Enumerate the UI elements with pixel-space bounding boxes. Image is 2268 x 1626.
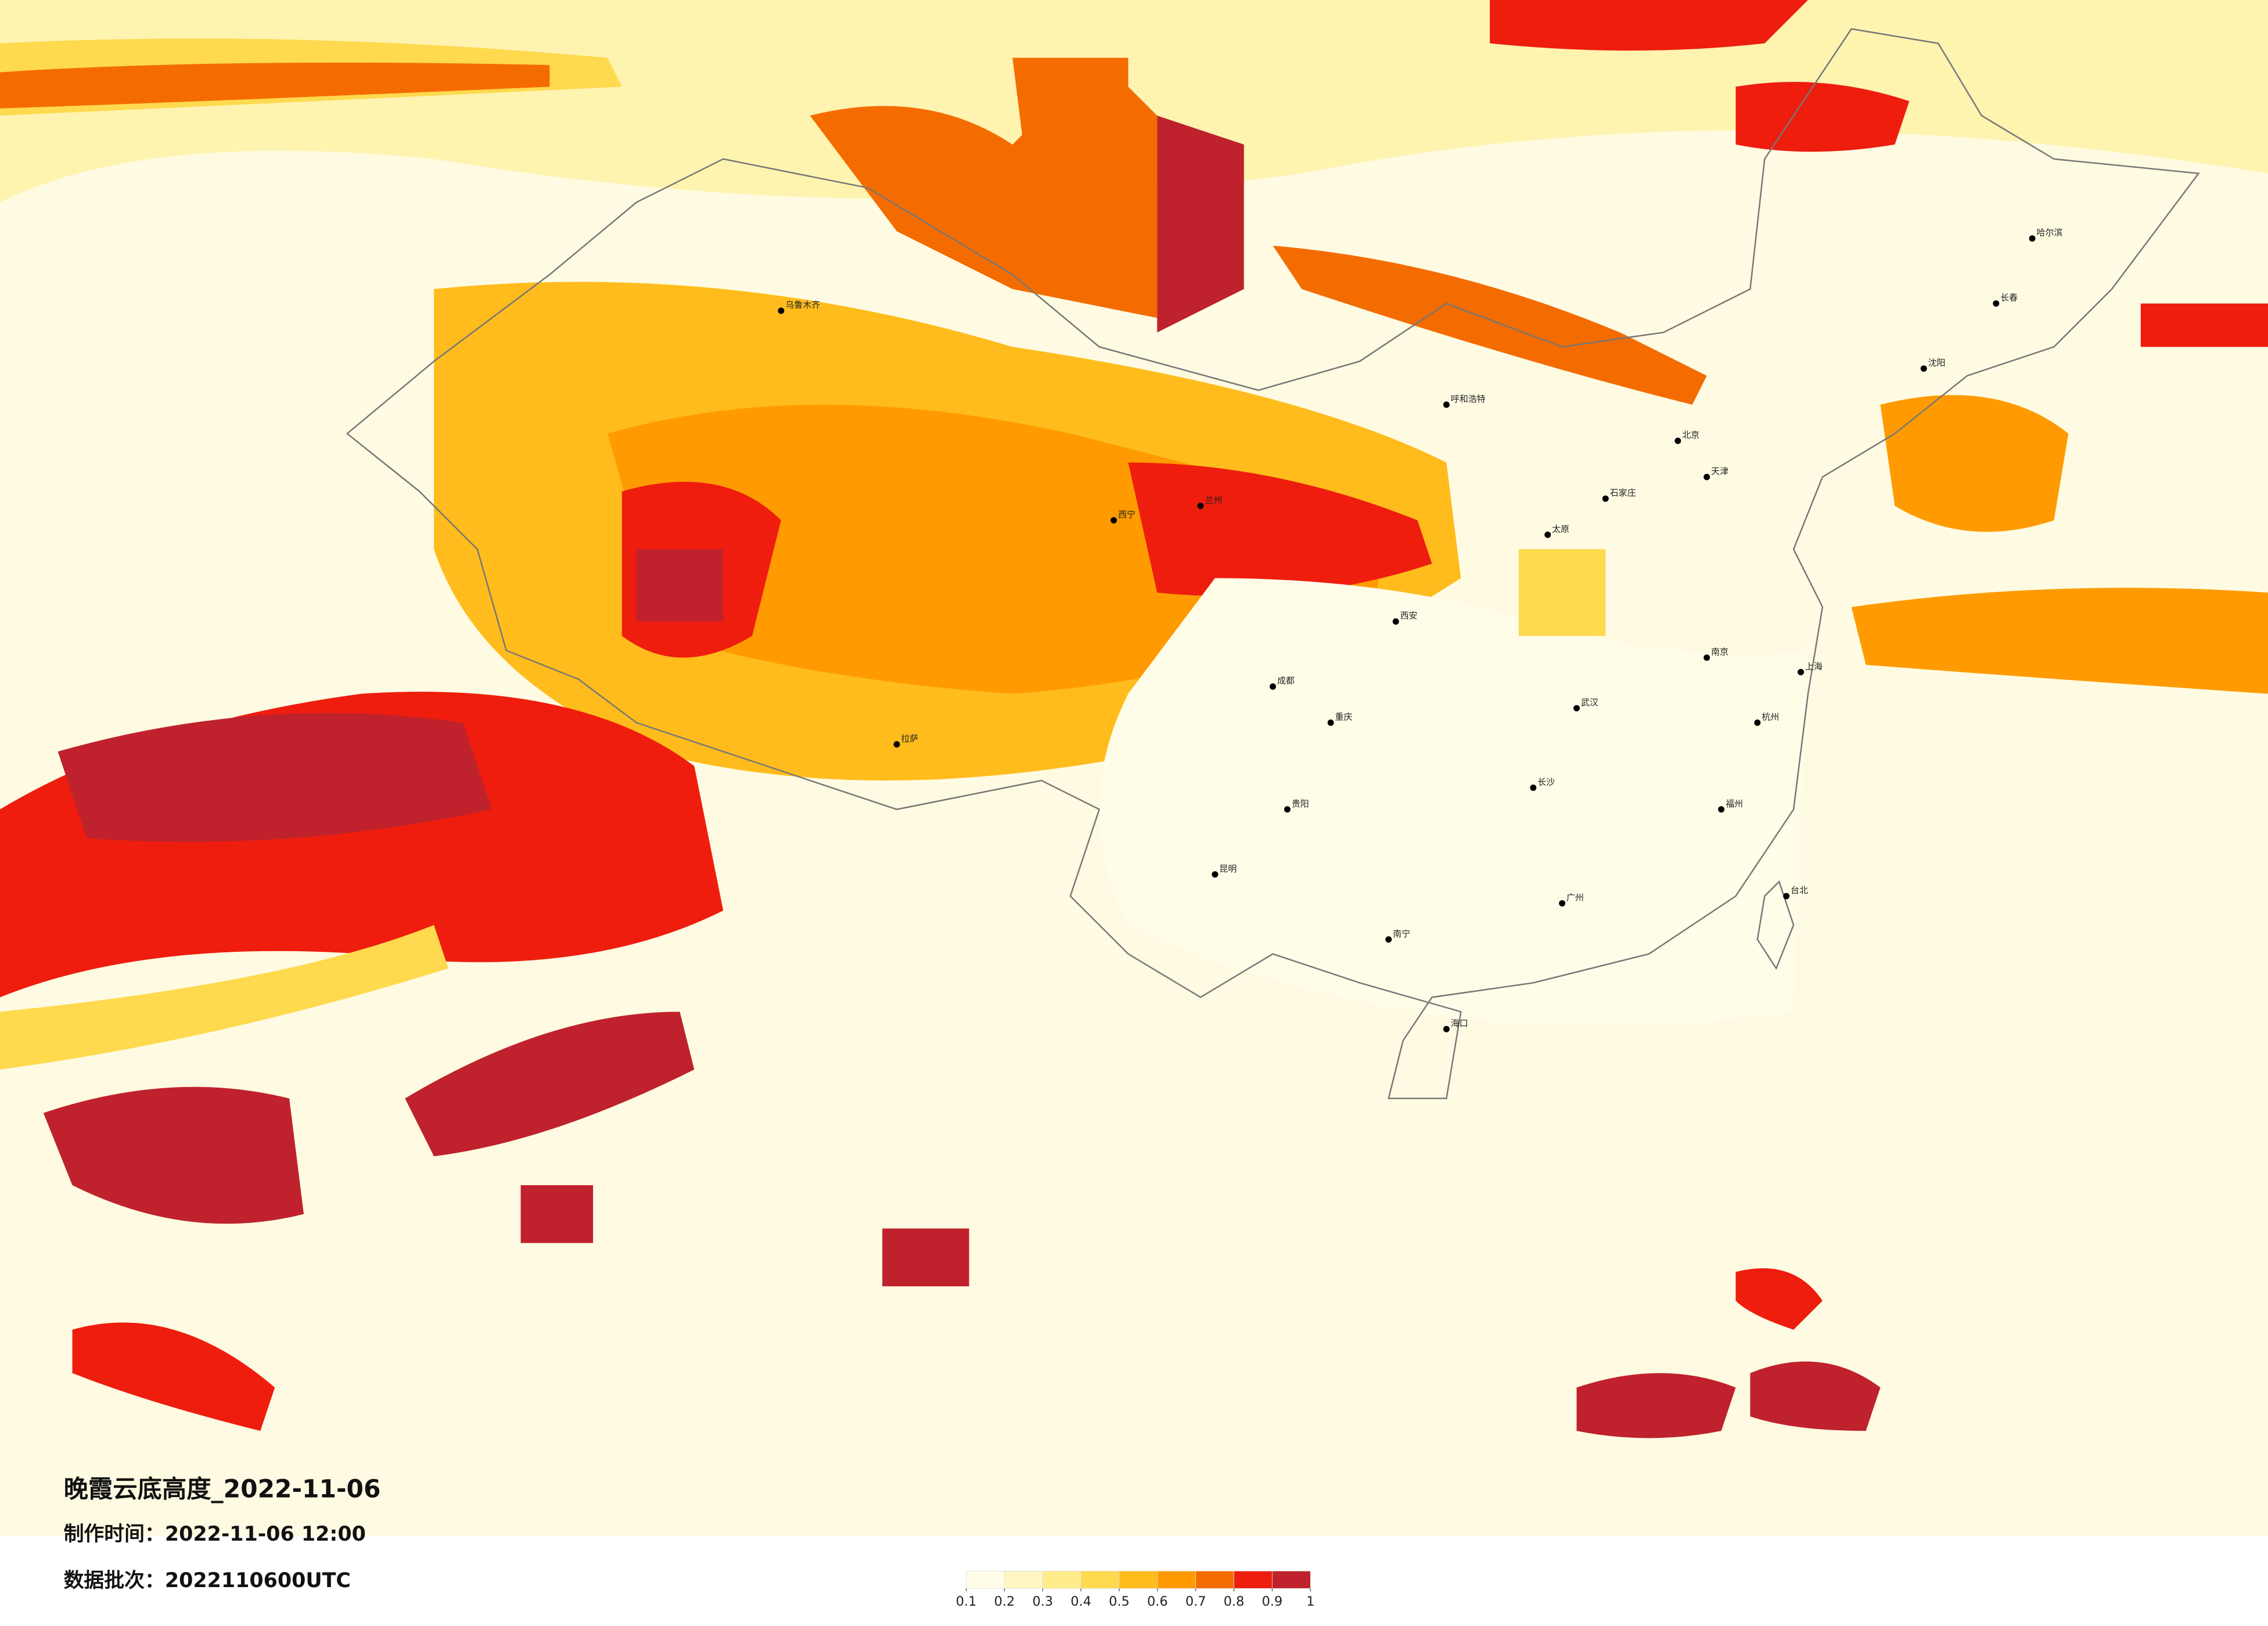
city-label: 长沙	[1537, 776, 1555, 787]
colorbar-tick-label: 0.7	[1185, 1594, 1206, 1609]
colorbar-tick-label: 0.1	[956, 1594, 977, 1609]
city-label: 武汉	[1581, 697, 1598, 708]
colorbar-tick-label: 0.6	[1147, 1594, 1168, 1609]
city-dot	[1754, 719, 1761, 726]
colorbar-swatch	[1234, 1571, 1273, 1589]
city-label: 昆明	[1219, 864, 1237, 874]
city-label: 哈尔滨	[2037, 228, 2063, 238]
production-time: 制作时间：2022-11-06 12:00	[64, 1523, 366, 1546]
city-dot	[1270, 683, 1277, 690]
city-label: 兰州	[1205, 495, 1223, 505]
colorbar-tick-label: 0.8	[1224, 1594, 1245, 1609]
city-label: 重庆	[1335, 711, 1353, 722]
colorbar-tick-label: 0.3	[1033, 1594, 1054, 1609]
colorbar: 0.1 0.2 0.3 0.4 0.5 0.6 0.7 0.8 0.9 1	[956, 1571, 1314, 1609]
city-label: 太原	[1552, 524, 1569, 534]
city-dot	[1602, 495, 1609, 502]
map-title: 晚霞云底高度_2022-11-06	[64, 1475, 381, 1503]
city-dot	[1703, 473, 1710, 480]
colorbar-swatch	[1080, 1571, 1120, 1589]
city-dot	[1993, 300, 2000, 307]
colorbar-swatch	[1042, 1571, 1081, 1589]
city-dot	[1110, 517, 1117, 524]
city-dot	[1327, 719, 1334, 726]
city-dot	[1920, 365, 1927, 372]
city-dot	[1798, 668, 1805, 675]
colorbar-swatch	[1195, 1571, 1234, 1589]
city-label: 天津	[1711, 466, 1728, 476]
city-label: 贵阳	[1292, 798, 1309, 809]
colorbar-tick-label: 1	[1306, 1594, 1314, 1609]
city-dot	[1392, 618, 1399, 625]
city-label: 杭州	[1762, 711, 1779, 722]
colorbar-swatch	[1272, 1571, 1311, 1589]
city-dot	[1284, 806, 1291, 813]
city-label: 上海	[1805, 661, 1823, 671]
colorbar-tick-label: 0.5	[1109, 1594, 1130, 1609]
city-dot	[1197, 502, 1204, 509]
city-label: 南宁	[1393, 929, 1410, 939]
colorbar-swatch	[1004, 1571, 1043, 1589]
city-dot	[1674, 437, 1681, 444]
city-label: 西宁	[1118, 509, 1135, 520]
city-dot	[1718, 806, 1725, 813]
city-dot	[1443, 401, 1450, 408]
city-label: 乌鲁木齐	[785, 300, 820, 310]
city-label: 沈阳	[1928, 358, 1946, 368]
colorbar-tick-label: 0.4	[1070, 1594, 1091, 1609]
colorbar-tick-label: 0.9	[1262, 1594, 1283, 1609]
city-dot	[778, 307, 785, 314]
country-border	[346, 28, 2200, 1099]
city-dot	[2029, 235, 2036, 242]
city-dot	[1703, 654, 1710, 661]
colorbar-swatch	[1157, 1571, 1196, 1589]
city-dot	[1530, 784, 1537, 791]
city-label: 呼和浩特	[1451, 394, 1486, 404]
colorbar-tick-label: 0.2	[994, 1594, 1015, 1609]
city-dot	[1544, 531, 1551, 538]
city-label: 福州	[1726, 798, 1743, 809]
city-label: 拉萨	[901, 733, 919, 744]
city-dot	[1212, 871, 1219, 878]
city-label: 西安	[1400, 610, 1418, 621]
city-label: 成都	[1277, 675, 1295, 686]
city-dot	[1559, 900, 1566, 907]
island-border	[1756, 880, 1795, 970]
city-dot	[1783, 893, 1790, 900]
city-label: 台北	[1791, 885, 1808, 895]
cloud-field	[0, 0, 2268, 1438]
colorbar-swatch	[1119, 1571, 1158, 1589]
city-label: 北京	[1682, 430, 1699, 440]
city-dot	[1385, 936, 1392, 943]
city-label: 海口	[1451, 1018, 1468, 1028]
colorbar-swatch	[966, 1571, 1005, 1589]
city-label: 石家庄	[1610, 488, 1636, 498]
city-dot	[1573, 705, 1580, 712]
data-batch: 数据批次：2022110600UTC	[64, 1569, 351, 1592]
city-label: 长春	[2000, 293, 2018, 303]
city-label: 广州	[1566, 893, 1584, 903]
city-dot	[893, 741, 900, 748]
city-label: 南京	[1711, 646, 1728, 657]
city-dot	[1443, 1026, 1450, 1033]
